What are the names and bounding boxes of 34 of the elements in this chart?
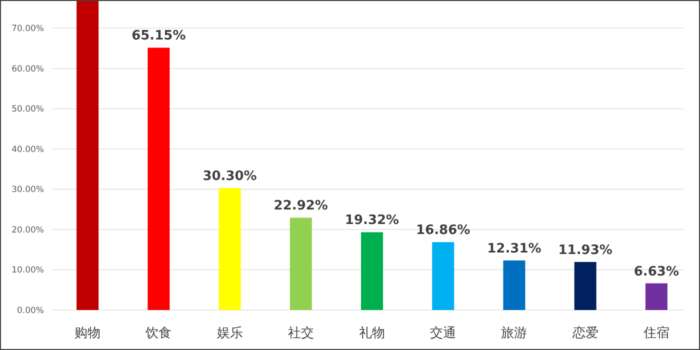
y-tick-label: 70.00% [12,24,44,34]
data-label: 12.31% [487,241,542,256]
data-label: 11.93% [558,242,612,258]
data-label: 6.63% [634,264,679,280]
x-tick-label: 住宿 [642,325,670,341]
y-tick-label: 30.00% [12,185,44,196]
x-tick-label: 旅游 [501,326,528,341]
data-label: 30.30% [202,169,257,184]
x-tick-label: 购物 [74,326,101,341]
bar [361,232,383,310]
data-label: 19.32% [344,213,400,228]
x-tick-label: 交通 [430,325,456,341]
bar [645,283,668,310]
bar [503,260,526,310]
y-tick-label: 0.00% [16,306,44,316]
bar [290,218,312,310]
x-tick-label: 恋爱 [571,325,598,341]
bar [148,48,170,310]
data-label: 22.92% [274,198,328,214]
bar [432,242,454,310]
bar [76,0,99,310]
y-tick-label: 40.00% [12,144,44,155]
y-tick-label: 60.00% [12,64,44,74]
data-label: 16.86% [416,223,470,238]
x-tick-label: 社交 [288,325,314,341]
data-label: 65.15% [132,28,186,44]
y-tick-label: 50.00% [12,104,44,115]
y-tick-label: 10.00% [12,266,44,276]
x-tick-label: 饮食 [144,326,172,341]
x-tick-label: 娱乐 [216,326,243,341]
y-tick-label: 20.00% [12,225,44,236]
bar [218,188,241,310]
x-tick-label: 礼物 [359,326,385,341]
bar [574,262,596,310]
